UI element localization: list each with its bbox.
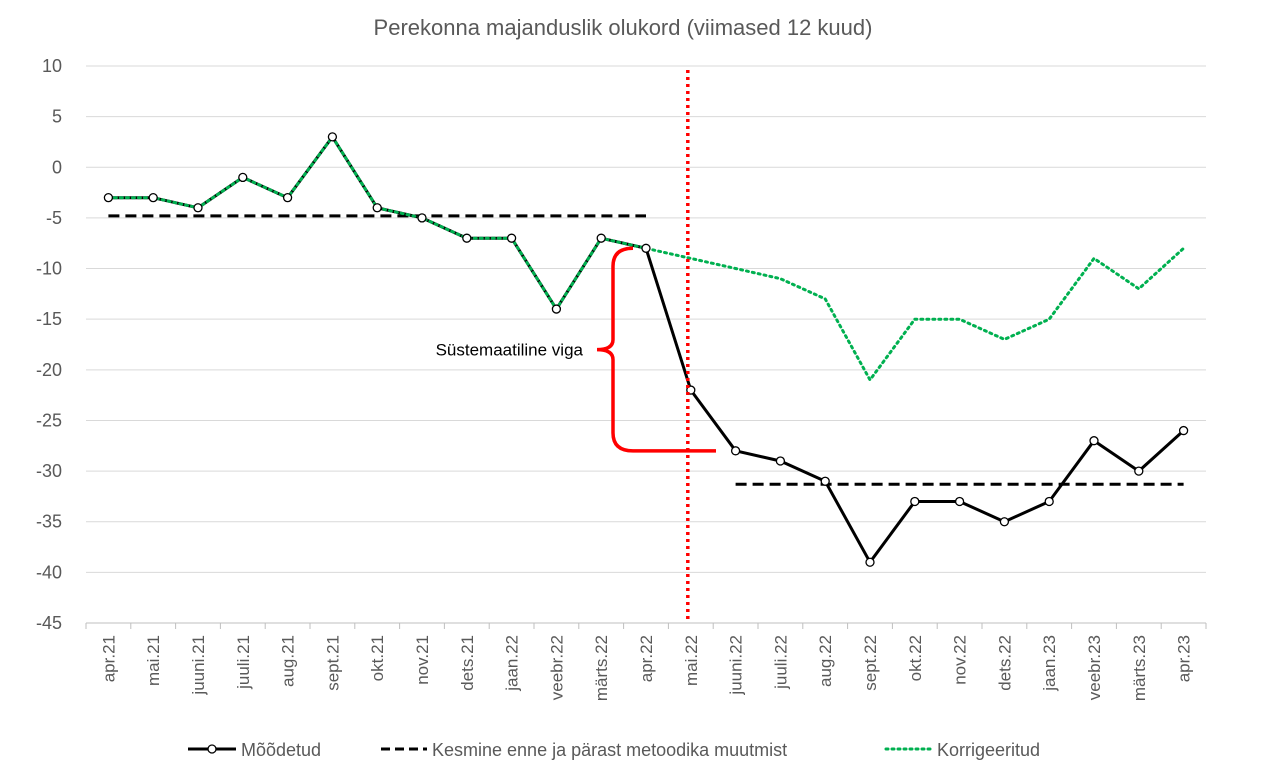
x-tick-label: dets.21 xyxy=(458,635,477,691)
measured-point xyxy=(506,233,517,243)
x-tick-label: okt.21 xyxy=(368,635,387,681)
y-tick-label: 10 xyxy=(42,56,62,76)
x-tick-label: juuni.21 xyxy=(189,635,208,696)
measured-point xyxy=(551,304,562,314)
y-tick-label: -35 xyxy=(36,512,62,532)
measured-point xyxy=(417,213,427,223)
measured-point xyxy=(596,233,606,243)
measured-point xyxy=(730,446,741,456)
y-tick-label: -40 xyxy=(36,562,62,582)
y-tick-label: -5 xyxy=(46,208,62,228)
x-tick-label: veebr.23 xyxy=(1085,635,1104,700)
x-tick-label: juuni.22 xyxy=(727,635,746,696)
measured-point xyxy=(999,517,1010,527)
legend-label: Mõõdetud xyxy=(241,740,321,760)
x-tick-label: mai.21 xyxy=(144,635,163,686)
y-tick-label: -30 xyxy=(36,461,62,481)
x-tick-label: nov.22 xyxy=(951,635,970,685)
legend-item: Kesmine enne ja pärast metoodika muutmis… xyxy=(381,740,787,760)
legend-marker xyxy=(207,744,217,754)
series-layer xyxy=(103,132,1189,567)
corrected-line xyxy=(106,134,1186,383)
x-tick-label: märts.22 xyxy=(592,635,611,701)
annotation-label: Süstemaatiline viga xyxy=(436,341,584,360)
measured-point xyxy=(1089,436,1099,446)
legend-item: Korrigeeritud xyxy=(884,740,1040,760)
y-tick-label: 5 xyxy=(52,107,62,127)
x-tick-label: okt.22 xyxy=(906,635,925,681)
y-axis: 10 5 0 -5 -10 -15 -20 -25 -30 -35 -40 -45 xyxy=(36,56,62,633)
x-tick-label: sept.22 xyxy=(861,635,880,691)
measured-point xyxy=(1178,425,1189,436)
measured-point xyxy=(282,193,293,203)
grid-lines xyxy=(86,65,1206,624)
measured-line xyxy=(108,135,1185,564)
y-tick-label: -45 xyxy=(36,613,62,633)
measured-point xyxy=(1134,466,1144,476)
measured-point xyxy=(327,132,338,142)
measured-point xyxy=(462,233,472,243)
x-tick-label: märts.23 xyxy=(1130,635,1149,701)
chart-title: Perekonna majanduslik olukord (viimased … xyxy=(374,15,873,40)
x-tick-label: apr.23 xyxy=(1175,635,1194,682)
x-tick-label: sept.21 xyxy=(323,635,342,691)
measured-point xyxy=(372,203,382,213)
measured-point xyxy=(1044,496,1054,507)
measured-point xyxy=(820,476,830,486)
x-tick-label: veebr.22 xyxy=(547,635,566,700)
measured-point xyxy=(148,193,158,203)
x-axis: apr.21 mai.21 juuni.21 juuli.21 aug.21 sept.2… xyxy=(85,623,1207,701)
legend-item: Mõõdetud xyxy=(188,740,321,760)
y-tick-label: -25 xyxy=(36,410,62,430)
x-tick-label: jaan.22 xyxy=(503,635,522,692)
legend-label: Korrigeeritud xyxy=(937,740,1040,760)
y-tick-label: 0 xyxy=(52,157,62,177)
measured-point xyxy=(193,203,203,213)
measured-point xyxy=(865,557,875,567)
annotation-layer: Süstemaatiline viga xyxy=(436,70,716,620)
x-tick-label: aug.21 xyxy=(279,635,298,687)
measured-point xyxy=(954,496,965,507)
measured-point xyxy=(238,172,248,183)
y-tick-label: -10 xyxy=(36,259,62,279)
x-tick-label: apr.22 xyxy=(637,635,656,682)
x-tick-label: juuli.21 xyxy=(234,635,253,690)
x-tick-label: jaan.23 xyxy=(1040,635,1059,692)
x-tick-label: aug.22 xyxy=(816,635,835,687)
measured-point xyxy=(103,193,114,203)
measured-point xyxy=(641,243,651,253)
error-brace xyxy=(596,246,716,453)
legend-label: Kesmine enne ja pärast metoodika muutmis… xyxy=(432,740,787,760)
legend: Mõõdetud Kesmine enne ja pärast metoodika… xyxy=(188,740,1040,760)
measured-point xyxy=(775,456,786,466)
x-tick-label: juuli.22 xyxy=(771,635,790,690)
x-tick-label: nov.21 xyxy=(413,635,432,685)
measured-point xyxy=(910,496,920,507)
x-tick-label: apr.21 xyxy=(99,635,118,682)
x-tick-label: mai.22 xyxy=(682,635,701,686)
x-tick-label: dets.22 xyxy=(995,635,1014,691)
y-tick-label: -20 xyxy=(36,360,62,380)
y-tick-label: -15 xyxy=(36,309,62,329)
